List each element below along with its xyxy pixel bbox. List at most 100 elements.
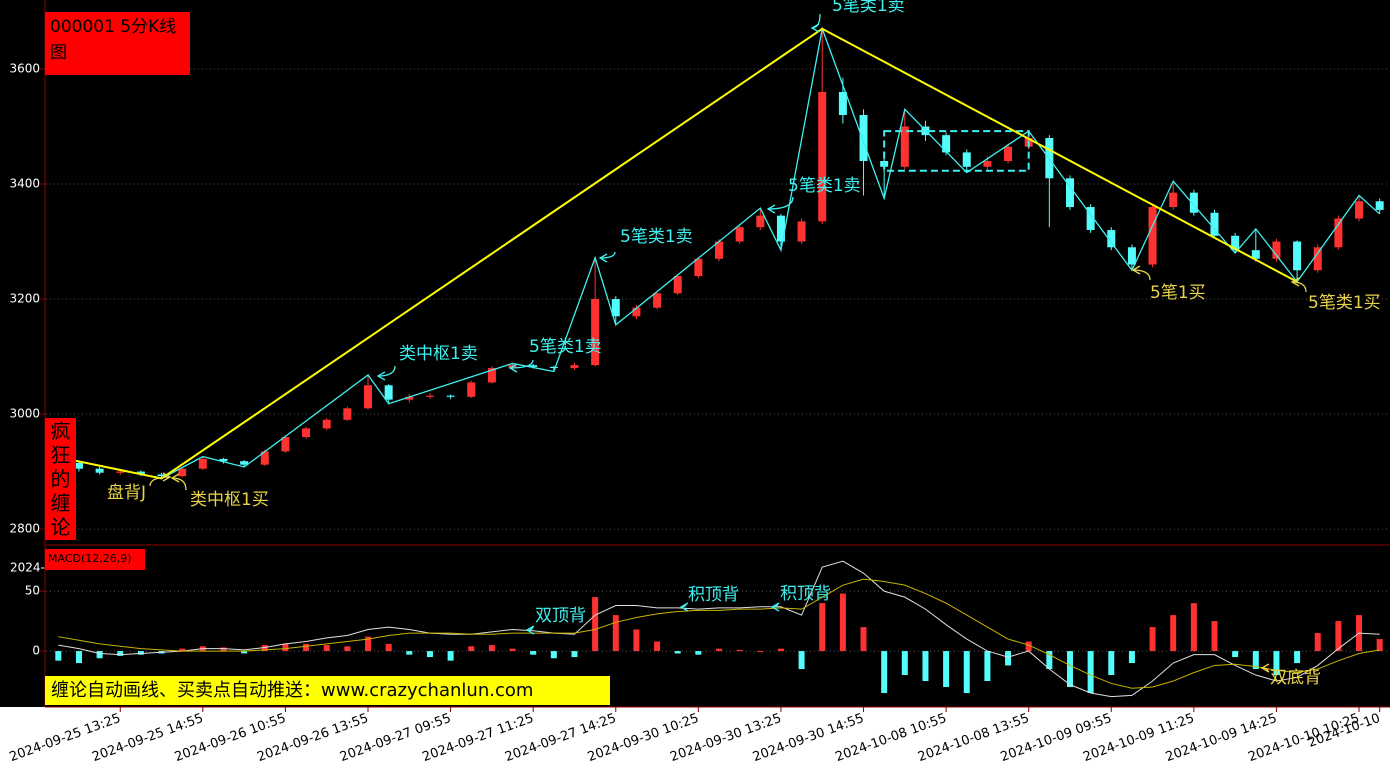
candle-body [1272,241,1281,259]
candle-body [74,462,83,469]
candle-body [1313,247,1322,271]
macd-bar [612,615,619,652]
macd-bar [303,643,310,652]
macd-bar [241,651,248,654]
macd-bar [736,649,743,652]
segment-line [58,27,1298,480]
candle-body [405,396,414,400]
annotation: 类中枢1卖 [399,344,478,364]
candle-body [198,458,207,469]
macd-bar [1066,651,1073,688]
candle-body [962,152,971,167]
y-tick-label: 3000 [9,407,40,421]
annotation: 积顶背 [780,584,831,604]
candle-body [178,468,187,477]
candle-body [838,92,847,116]
macd-bar [509,648,516,652]
macd-bar [220,647,227,652]
x-axis-area [0,707,1390,775]
bi-line [58,26,1381,480]
candle-body [715,241,723,259]
candle-body [653,293,662,308]
annotation: 5笔类1卖 [620,227,693,247]
macd-bar [1232,651,1239,658]
annotation-arrow [1291,281,1307,293]
macd-bar [1025,641,1032,652]
annotation-arrow [377,365,396,377]
candle-body [694,258,703,277]
candle-body [467,382,476,397]
macd-bar [385,643,392,652]
macd-bar [426,651,433,658]
macd-bar [1128,651,1135,664]
candle-body [157,474,166,477]
candle-body [673,276,682,294]
candle-body [384,385,393,400]
annotation: 盘背J [107,483,146,503]
macd-bar [344,646,351,652]
banner: 缠论自动画线、买卖点自动推送：www.crazychanlun.com [45,676,610,705]
candle-body [1189,192,1198,213]
candle-body [260,451,269,465]
annotation-arrowhead [170,473,180,483]
candle-body [756,215,765,228]
candle-body [240,461,249,465]
annotation-arrowhead [770,602,780,612]
candle-body [776,215,785,242]
title: 000001 5分K线图 [50,17,177,63]
annotation-arrowhead [810,23,820,33]
candle-body [529,365,538,367]
candle-body [487,368,496,383]
macd-bar [633,629,640,652]
candle-body [1148,207,1157,265]
macd-bar [798,651,805,670]
annotation: 5笔类1卖 [832,0,905,16]
candle-body [1293,241,1302,271]
annotation-arrowhead [1131,265,1141,275]
macd-bar [1335,621,1342,652]
candle-body [611,299,620,317]
candle-body [1065,178,1074,208]
candle-body [818,92,827,222]
macd-bar [963,651,970,694]
candle-body [1355,201,1364,219]
candle-body [116,471,125,473]
annotation-arrowhead [525,625,535,635]
macd-bar [550,651,557,659]
macd-bar [1273,651,1280,676]
annotation: 积顶背 [688,585,739,605]
macd-bar [1294,651,1301,664]
annotation-arrow [509,359,534,369]
macd-bar [901,651,908,676]
macd-bar [922,651,929,682]
candle-body [591,299,600,366]
macd-bar [654,641,661,652]
macd-bar [1149,627,1156,652]
macd-bar [137,651,144,655]
candle-body [1334,218,1343,248]
y-tick-label: 50 [25,584,40,598]
macd-bar [1252,651,1259,670]
annotation-arrowhead [679,602,689,612]
macd-bar [943,651,950,688]
macd-bar [695,651,702,655]
candle-body [1107,230,1116,248]
macd-bar [571,651,578,658]
macd-bar [716,648,722,652]
annotation: 双顶背 [535,606,586,626]
annotation-arrow [171,477,187,491]
candle-body [1169,192,1178,208]
candle-body [735,227,744,242]
macd-bar [1087,651,1094,694]
candle-body [136,471,145,475]
macd-bar [1190,603,1197,652]
annotation-arrowhead [1260,663,1270,673]
macd-bar [488,645,495,652]
candle-body [983,161,992,167]
candle-body [1086,207,1095,231]
candle-body [1210,212,1219,236]
y-tick-label: 0 [32,644,40,658]
macd-bar [860,627,867,652]
macd-bar [282,643,289,652]
